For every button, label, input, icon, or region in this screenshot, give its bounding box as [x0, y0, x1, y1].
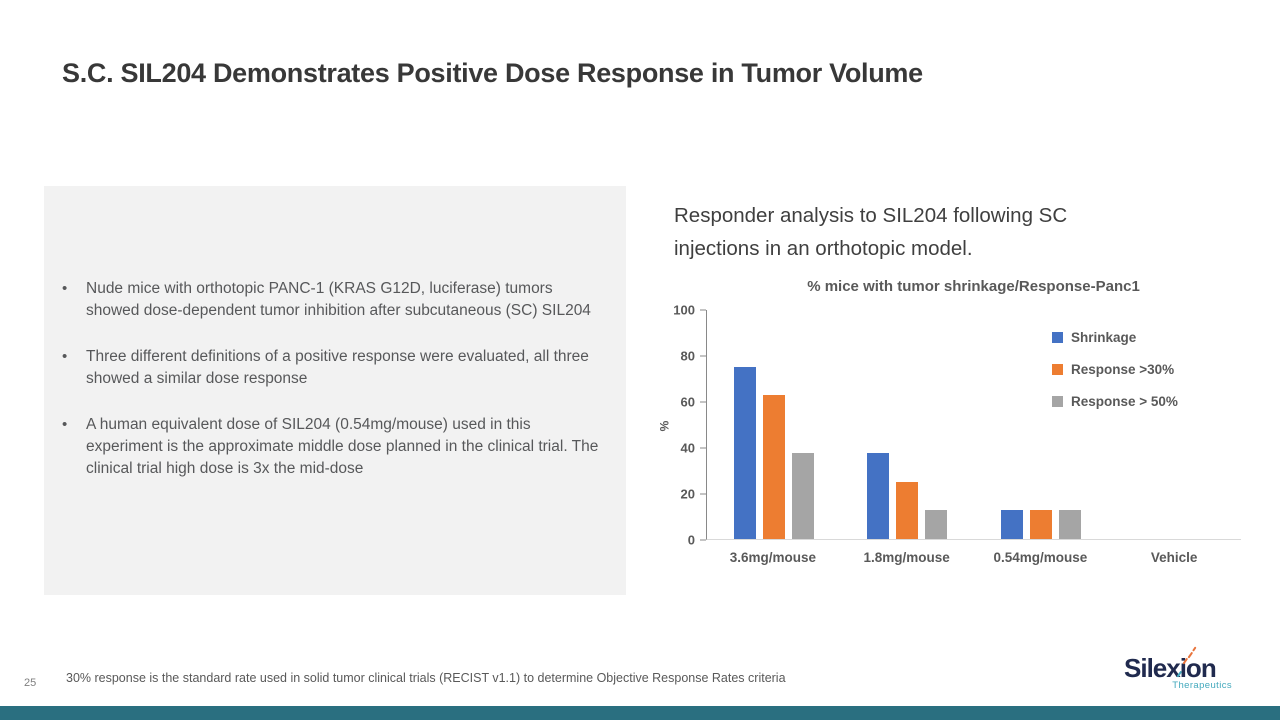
bar: [762, 395, 785, 539]
legend-item: Response > 50%: [1052, 394, 1178, 409]
bar: [1000, 510, 1023, 539]
bullet-box: Nude mice with orthotopic PANC-1 (KRAS G…: [44, 186, 626, 595]
y-tick-mark: [700, 309, 706, 311]
y-tick-label: 60: [680, 394, 695, 410]
bar: [867, 452, 890, 539]
legend-swatch: [1052, 332, 1063, 343]
bullet-item: Three different definitions of a positiv…: [62, 346, 610, 390]
silexion-logo: Silexion Therapeutics: [1124, 646, 1234, 699]
slide-title: S.C. SIL204 Demonstrates Positive Dose R…: [62, 58, 923, 88]
bar: [1058, 510, 1081, 539]
footnote: 30% response is the standard rate used i…: [66, 671, 786, 685]
y-tick-label: 20: [680, 486, 695, 502]
x-label: 1.8mg/mouse: [863, 550, 950, 565]
bar-chart: % mice with tumor shrinkage/Response-Pan…: [657, 272, 1246, 572]
y-tick-label: 80: [680, 348, 695, 364]
y-tick-mark: [700, 539, 706, 541]
bullet-item: Nude mice with orthotopic PANC-1 (KRAS G…: [62, 278, 610, 322]
y-tick-label: 0: [687, 532, 695, 548]
legend-item: Shrinkage: [1052, 330, 1178, 345]
legend-swatch: [1052, 364, 1063, 375]
logo-dash-icon: [1192, 646, 1197, 652]
y-tick-label: 100: [673, 302, 695, 318]
bullet-item: A human equivalent dose of SIL204 (0.54m…: [62, 414, 610, 480]
legend-label: Response > 50%: [1071, 394, 1178, 409]
y-tick-label: 40: [680, 440, 695, 456]
logo-wordmark: Silexion: [1124, 653, 1217, 683]
bar: [733, 366, 756, 539]
bar-group: [974, 310, 1108, 539]
x-label: 0.54mg/mouse: [993, 550, 1088, 565]
legend-label: Shrinkage: [1071, 330, 1137, 345]
bar: [925, 510, 948, 539]
y-tick-mark: [700, 447, 706, 449]
legend-swatch: [1052, 396, 1063, 407]
bar: [1029, 510, 1052, 539]
bottom-bar: [0, 706, 1280, 720]
bullet-list: Nude mice with orthotopic PANC-1 (KRAS G…: [44, 186, 626, 480]
bar-group: [707, 310, 841, 539]
responder-caption: Responder analysis to SIL204 following S…: [674, 204, 1068, 260]
bar-group: [841, 310, 975, 539]
plot-area: [706, 310, 1241, 540]
y-tick-mark: [700, 401, 706, 403]
y-tick-mark: [700, 355, 706, 357]
x-label: Vehicle: [1150, 550, 1198, 565]
x-axis-labels: 3.6mg/mouse 1.8mg/mouse 0.54mg/mouse Vehicl…: [706, 550, 1241, 565]
y-tick-mark: [700, 493, 706, 495]
legend-label: Response >30%: [1071, 362, 1175, 377]
bar: [896, 481, 919, 539]
y-axis-ticks: 0 20 40 60 80 100: [660, 303, 706, 548]
logo-tagline: Therapeutics: [1172, 680, 1232, 691]
chart-legend: Shrinkage Response >30% Response > 50%: [1052, 330, 1178, 409]
bar: [791, 452, 814, 539]
x-label: 3.6mg/mouse: [729, 550, 817, 565]
page-number: 25: [24, 677, 37, 689]
legend-item: Response >30%: [1052, 362, 1178, 377]
chart-title: % mice with tumor shrinkage/Response-Pan…: [807, 278, 1140, 295]
